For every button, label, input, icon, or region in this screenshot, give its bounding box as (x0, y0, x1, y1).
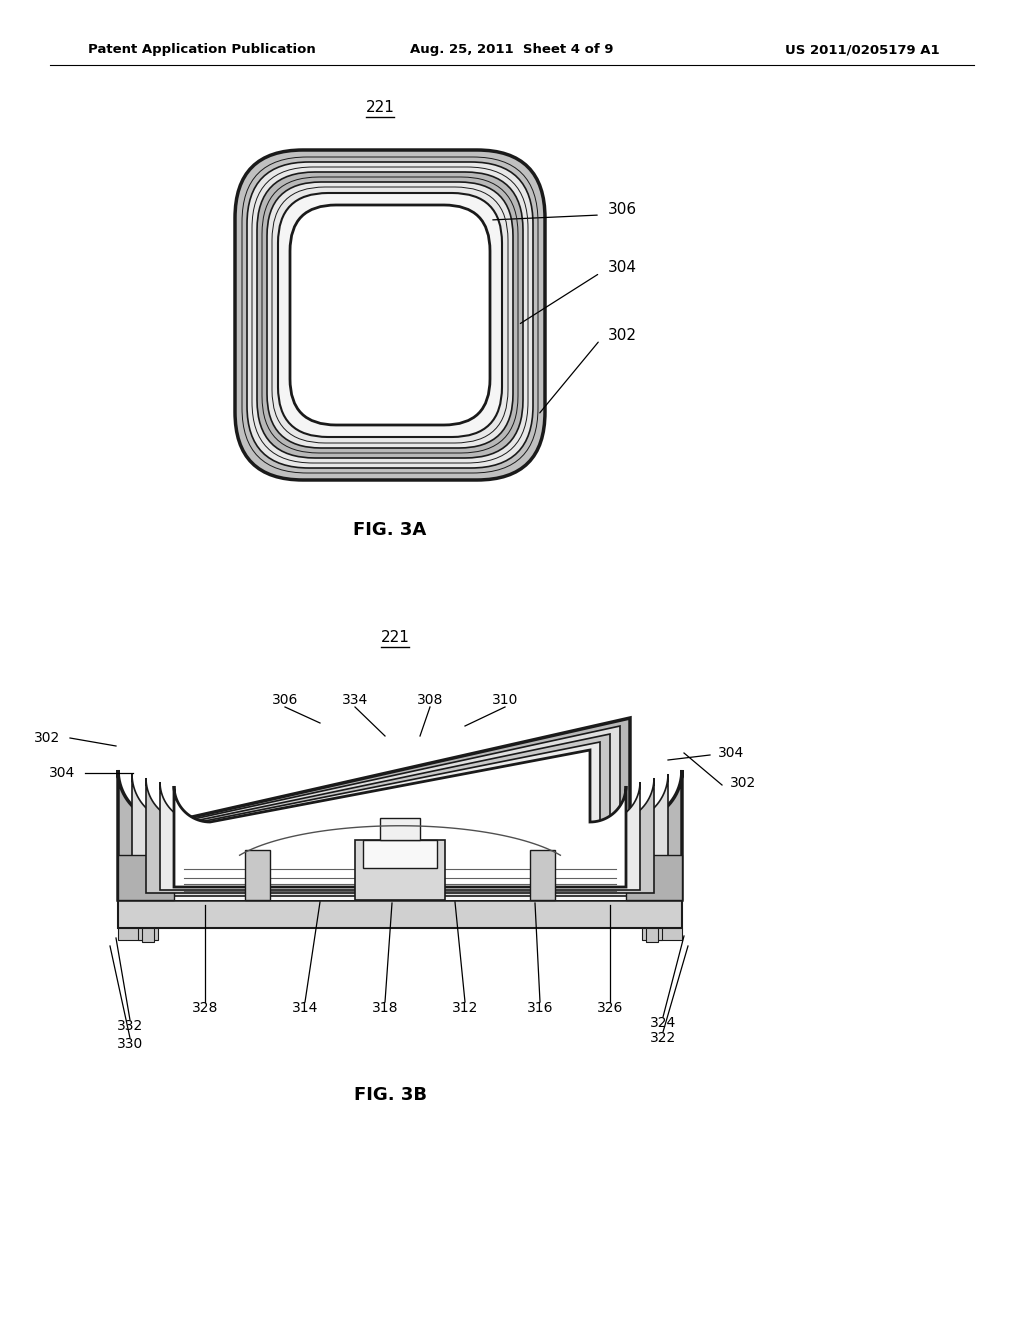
Polygon shape (118, 718, 682, 900)
Text: 221: 221 (366, 100, 394, 116)
Bar (355, 840, 445, 900)
Bar (646, 928, 658, 942)
Polygon shape (174, 750, 626, 887)
Text: 302: 302 (730, 776, 757, 789)
Text: FIG. 3B: FIG. 3B (353, 1086, 427, 1104)
Bar (174, 855, 626, 900)
Text: 328: 328 (191, 1001, 218, 1015)
FancyBboxPatch shape (278, 193, 502, 437)
Text: 304: 304 (718, 746, 744, 760)
Text: FIG. 3A: FIG. 3A (353, 521, 427, 539)
Text: 322: 322 (650, 1031, 676, 1045)
Text: 310: 310 (492, 693, 518, 708)
Text: 316: 316 (526, 1001, 553, 1015)
Bar (362, 840, 437, 869)
Text: 318: 318 (372, 1001, 398, 1015)
Text: 306: 306 (608, 202, 637, 218)
Bar (652, 928, 682, 940)
FancyBboxPatch shape (267, 182, 513, 447)
Polygon shape (146, 734, 654, 894)
Bar (626, 855, 682, 900)
Polygon shape (132, 726, 668, 896)
Text: 221: 221 (381, 631, 410, 645)
Text: US 2011/0205179 A1: US 2011/0205179 A1 (785, 44, 940, 57)
Text: 304: 304 (49, 766, 75, 780)
FancyBboxPatch shape (257, 172, 523, 458)
Text: Patent Application Publication: Patent Application Publication (88, 44, 315, 57)
Text: 334: 334 (342, 693, 368, 708)
Text: 302: 302 (34, 731, 60, 744)
Polygon shape (160, 742, 640, 890)
Text: 332: 332 (117, 1019, 143, 1034)
Text: 330: 330 (117, 1038, 143, 1051)
Text: 324: 324 (650, 1016, 676, 1030)
Bar (118, 900, 682, 928)
Bar (380, 818, 420, 840)
Bar (245, 850, 270, 900)
Bar (142, 928, 154, 942)
Text: 304: 304 (608, 260, 637, 276)
Text: 314: 314 (292, 1001, 318, 1015)
Text: 312: 312 (452, 1001, 478, 1015)
Text: 308: 308 (417, 693, 443, 708)
Text: Aug. 25, 2011  Sheet 4 of 9: Aug. 25, 2011 Sheet 4 of 9 (411, 44, 613, 57)
Bar (138, 928, 158, 940)
Bar (642, 928, 662, 940)
Text: 306: 306 (271, 693, 298, 708)
Bar (530, 850, 555, 900)
FancyBboxPatch shape (234, 150, 545, 480)
Bar (118, 855, 174, 900)
Bar (118, 928, 148, 940)
Text: 302: 302 (608, 327, 637, 342)
FancyBboxPatch shape (290, 205, 490, 425)
Text: 326: 326 (597, 1001, 624, 1015)
FancyBboxPatch shape (247, 162, 534, 469)
